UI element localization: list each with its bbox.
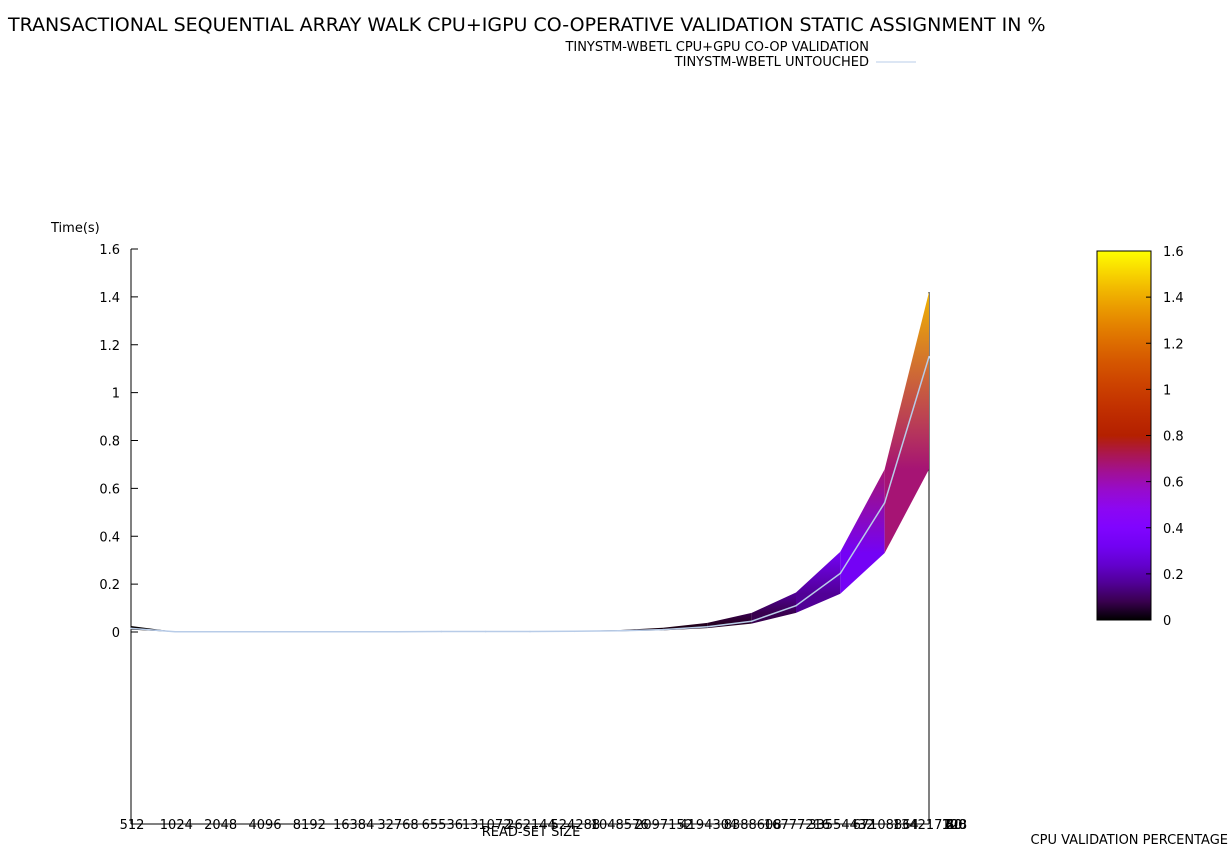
x-tick-label: 16384	[333, 818, 374, 833]
depth-axis-label: CPU VALIDATION PERCENTAGE	[1031, 833, 1228, 848]
colorbar	[1096, 250, 1152, 621]
x-tick-label: 33554432	[808, 818, 874, 833]
colorbar-tick-label: 0.2	[1163, 568, 1184, 583]
x-tick-label: 2097152	[635, 818, 693, 833]
colorbar-tick-label: 0	[1163, 614, 1171, 629]
colorbar-tick-label: 0.4	[1163, 522, 1184, 537]
x-tick-label: 1024	[160, 818, 193, 833]
x-tick-label: 4194304	[679, 818, 737, 833]
y-axis-label: Time(s)	[50, 221, 100, 236]
untouched-data-point	[662, 628, 664, 631]
untouched-data-point	[351, 630, 354, 633]
x-tick-label: 512	[120, 818, 145, 833]
colorbar-tick-label: 1.4	[1163, 291, 1184, 306]
untouched-data-point	[750, 620, 753, 623]
depth-tick-label: 60	[946, 818, 963, 833]
surface-band-segment	[751, 592, 796, 624]
depth-tick-label: 80	[946, 818, 963, 833]
colorbar-tick-label: 0.8	[1163, 430, 1184, 445]
colorbar-tick-label: 1.6	[1163, 245, 1184, 260]
colorbar-tick-label: 1.2	[1163, 337, 1184, 352]
untouched-data-point	[573, 630, 576, 633]
colorbar-tick-label: 0.6	[1163, 476, 1184, 491]
x-tick-label: 65536	[422, 818, 463, 833]
untouched-data-point	[130, 627, 132, 630]
surface-band-segment	[796, 551, 841, 613]
untouched-data-point	[174, 630, 177, 633]
y-tick-label: 1	[112, 387, 120, 402]
untouched-data-point	[795, 604, 797, 607]
untouched-data-point	[484, 630, 487, 633]
legend-label-coop: TINYSTM-WBETL CPU+GPU CO-OP VALIDATION	[565, 40, 869, 55]
untouched-data-point	[617, 630, 620, 632]
untouched-data-point	[839, 572, 842, 575]
x-tick-label: 8388608	[724, 818, 782, 833]
y-tick-label: 0	[112, 626, 120, 641]
x-tick-label: 16777216	[764, 818, 830, 833]
untouched-data-point	[396, 630, 398, 633]
y-tick-label: 0.2	[99, 578, 120, 593]
y-tick-label: 0.8	[99, 435, 120, 450]
surface-band-segment	[840, 469, 885, 594]
untouched-data-point	[883, 501, 886, 504]
untouched-data-point	[928, 355, 930, 358]
x-tick-label: 4096	[248, 818, 281, 833]
x-axis-label: READ-SET SIZE	[482, 825, 581, 840]
untouched-data-point	[440, 630, 443, 633]
untouched-data-point	[529, 630, 531, 633]
colorbar-tick-label: 1	[1163, 383, 1171, 398]
untouched-data-point	[307, 630, 310, 633]
y-tick-label: 0.4	[99, 530, 120, 545]
untouched-data-point	[218, 630, 221, 633]
x-tick-label: 2048	[204, 818, 237, 833]
x-tick-label: 1048576	[591, 818, 649, 833]
depth-tick-label: 40	[946, 818, 963, 833]
depth-tick-label: 100	[942, 818, 967, 833]
x-tick-label: 134217728	[893, 818, 967, 833]
x-tick-label: 524288	[551, 818, 601, 833]
surface-band-segment	[884, 292, 929, 554]
x-tick-label: 8192	[293, 818, 326, 833]
y-tick-label: 1.2	[99, 339, 120, 354]
y-tick-label: 1.6	[99, 243, 120, 258]
surface-band-segment	[707, 612, 752, 629]
depth-tick-label: 0	[950, 818, 958, 833]
y-tick-label: 0.6	[99, 482, 120, 497]
x-tick-label: 32768	[377, 818, 418, 833]
x-tick-label: 131072	[462, 818, 512, 833]
untouched-data-point	[263, 630, 265, 633]
y-tick-label: 1.4	[99, 291, 120, 306]
depth-tick-label: 20	[946, 818, 963, 833]
x-tick-label: 67108864	[853, 818, 919, 833]
legend-label-untouched: TINYSTM-WBETL UNTOUCHED	[674, 55, 869, 70]
untouched-data-point	[706, 625, 709, 628]
chart-title: TRANSACTIONAL SEQUENTIAL ARRAY WALK CPU+…	[8, 14, 1046, 36]
x-tick-label: 262144	[506, 818, 556, 833]
